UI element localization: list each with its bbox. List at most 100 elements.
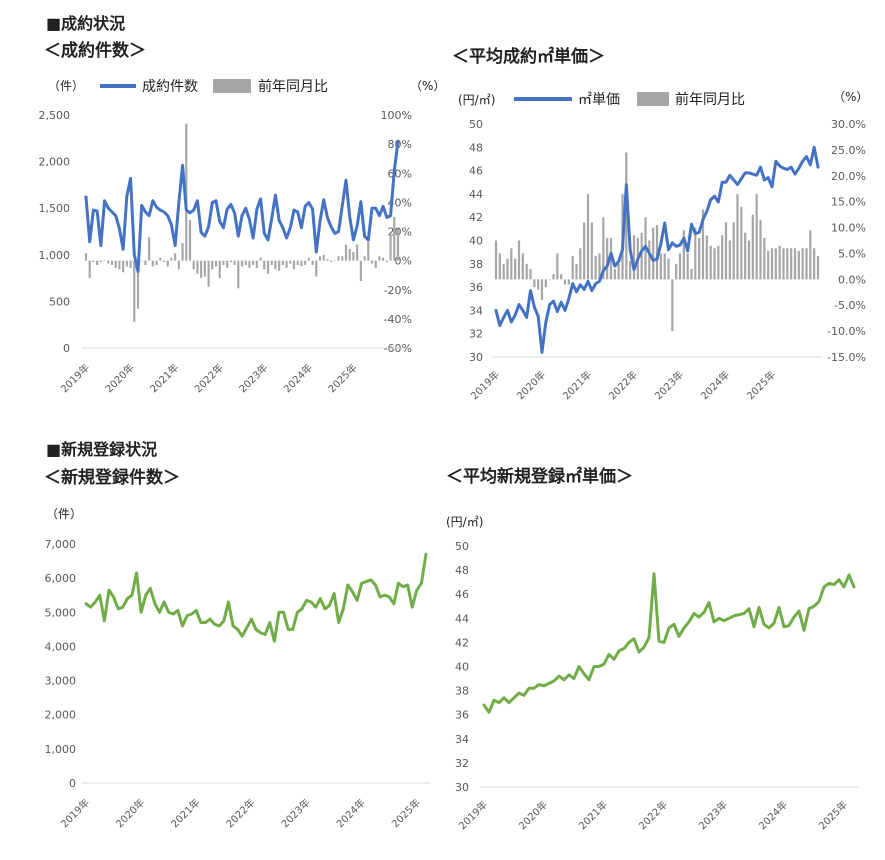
- line-point: [564, 309, 566, 312]
- y-left-tick-label: 1,500: [39, 202, 71, 215]
- line-point: [118, 227, 121, 230]
- bar-yoy: [801, 248, 804, 280]
- legend-label: 前年同月比: [258, 78, 328, 95]
- bar-yoy: [103, 260, 106, 262]
- line-point: [347, 584, 349, 586]
- bar-yoy: [648, 240, 651, 280]
- y-right-unit-label: （%）: [410, 79, 445, 93]
- bar-yoy: [148, 237, 151, 261]
- line-point: [185, 209, 188, 211]
- y-left-tick-label: 50: [469, 118, 483, 131]
- bar-yoy: [252, 260, 255, 265]
- line-point: [148, 214, 150, 217]
- line-point: [94, 601, 96, 603]
- line-point: [514, 314, 516, 316]
- line-point: [773, 622, 775, 624]
- line-point: [703, 611, 705, 614]
- line-point: [729, 174, 731, 177]
- bar-yoy: [747, 240, 751, 280]
- y-left-tick-label: 38: [469, 258, 483, 271]
- bar-yoy: [348, 248, 351, 261]
- line-point: [613, 658, 615, 661]
- bar-yoy: [144, 260, 147, 265]
- bar-yoy: [786, 248, 789, 280]
- y-left-tick-label: 40: [455, 661, 469, 674]
- line-point: [287, 628, 289, 631]
- line-point: [818, 600, 820, 603]
- y-left-tick-label: 0: [69, 777, 76, 790]
- x-tick-label: 2024年: [281, 361, 315, 395]
- x-tick-label: 2024年: [698, 368, 732, 402]
- line-point: [683, 627, 685, 629]
- line-point: [273, 640, 276, 643]
- line-point: [548, 682, 550, 685]
- line-point: [371, 207, 373, 209]
- y-right-tick-label: -10.0%: [827, 325, 866, 338]
- line-point: [809, 163, 812, 166]
- line-point: [137, 270, 139, 273]
- line-point: [88, 240, 91, 243]
- line-point: [528, 687, 530, 689]
- x-tick-label: 2019年: [468, 368, 502, 402]
- x-tick-label: 2019年: [58, 796, 92, 830]
- line-point: [736, 183, 739, 186]
- bar-yoy: [625, 152, 628, 280]
- y-right-tick-label: -5.0%: [834, 299, 866, 312]
- bar-yoy: [367, 241, 370, 261]
- line-point: [268, 621, 271, 624]
- bar-yoy: [188, 219, 192, 261]
- line-point: [397, 140, 399, 142]
- bar-yoy: [736, 193, 739, 280]
- line-point: [278, 219, 280, 222]
- section-title-new-listings: ■新規登録状況: [46, 440, 158, 459]
- bar-yoy: [385, 260, 388, 263]
- line-point: [334, 232, 336, 235]
- line-point: [553, 680, 555, 682]
- bar-yoy: [767, 250, 770, 280]
- bar-yoy: [724, 222, 728, 280]
- bar-yoy: [571, 256, 574, 280]
- bar-yoy: [594, 256, 597, 280]
- line-point: [608, 653, 610, 656]
- bar-yoy: [537, 279, 540, 290]
- line-point: [552, 300, 555, 302]
- y-left-tick-label: 48: [469, 141, 483, 154]
- line-point: [170, 224, 173, 226]
- line-point: [296, 211, 299, 213]
- line-point: [753, 625, 755, 628]
- y-right-tick-label: 100%: [381, 109, 412, 122]
- line-point: [782, 167, 785, 170]
- line-point: [319, 597, 322, 600]
- bar-yoy: [88, 260, 91, 279]
- x-tick-label: 2023年: [236, 361, 270, 395]
- bar-yoy: [240, 260, 244, 267]
- line-point: [667, 249, 670, 251]
- bar-yoy: [721, 235, 724, 280]
- line-point: [495, 309, 497, 312]
- bar-yoy: [181, 243, 184, 261]
- line-point: [583, 672, 585, 675]
- line-point: [594, 282, 597, 285]
- bar-yoy: [663, 253, 666, 280]
- y-right-tick-label: -15.0%: [827, 351, 866, 364]
- line-point: [702, 218, 704, 221]
- line-point: [89, 606, 92, 608]
- bar-yoy: [140, 260, 143, 262]
- bar-yoy: [214, 260, 218, 267]
- bar-yoy: [259, 257, 262, 261]
- line-point: [328, 604, 331, 607]
- line-point: [529, 289, 532, 292]
- x-tick-label: 2024年: [756, 798, 790, 832]
- line-point: [503, 697, 505, 699]
- y-left-unit-label: （件）: [46, 507, 82, 521]
- line-point: [728, 617, 730, 620]
- bar-yoy: [396, 228, 400, 261]
- bar-yoy: [110, 260, 114, 265]
- bar-yoy: [222, 260, 225, 265]
- line-point: [159, 209, 162, 211]
- chart-title-contract-unit-price: ＜平均成約㎡単価＞: [452, 47, 605, 67]
- line-point: [678, 635, 680, 638]
- bar-yoy: [740, 206, 743, 280]
- y-left-tick-label: 500: [49, 295, 70, 308]
- bar-yoy: [114, 260, 117, 268]
